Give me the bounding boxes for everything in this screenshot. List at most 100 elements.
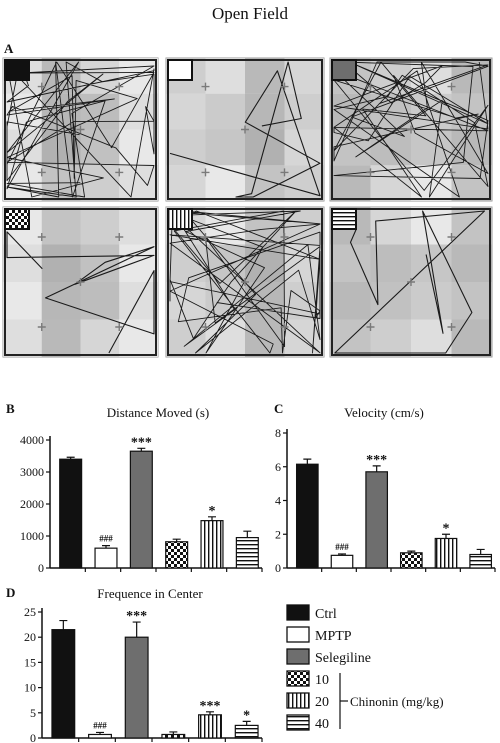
arena-2 (165, 57, 325, 202)
arena-tile (80, 93, 120, 130)
solid-black-swatch-icon (4, 59, 30, 81)
arena-tile (119, 244, 158, 282)
arena-tile (41, 244, 81, 282)
zone-marker (115, 323, 124, 331)
significance-label: ### (335, 542, 349, 552)
zone-marker (407, 125, 415, 134)
movement-track (169, 210, 321, 354)
arena-tile (330, 244, 371, 282)
zone-marker (280, 168, 289, 177)
bar-ctrl (295, 463, 319, 569)
arena-tile (411, 282, 452, 320)
arena-wall (4, 59, 157, 200)
arena-1 (2, 57, 159, 202)
error-bar (303, 458, 312, 465)
arena-tile (166, 129, 206, 166)
arena-tile (119, 129, 158, 166)
movement-track (6, 61, 155, 198)
arena-tile (205, 165, 245, 201)
vertical-stripes-swatch-icon (167, 208, 193, 230)
error-bar (172, 538, 181, 542)
zone-marker (201, 82, 210, 91)
arena-tile (451, 282, 492, 320)
arena-tile (41, 282, 81, 320)
bar-selegiline (124, 636, 149, 739)
significance-label: ### (93, 720, 107, 730)
error-bar (66, 456, 75, 460)
zone-marker (201, 168, 210, 177)
arena-tile (245, 244, 285, 282)
bar-charts: Distance Moved (s)01000200030004000###**… (20, 405, 496, 743)
movement-track (334, 210, 486, 354)
zone-marker (37, 82, 46, 91)
arena-tile (205, 244, 245, 282)
open-field-arena-grid (2, 57, 493, 358)
arena-tile (205, 58, 245, 94)
legend-item-10: 10 (286, 670, 329, 688)
arena-tile (330, 165, 371, 201)
zone-marker (407, 278, 415, 286)
arena-3 (329, 57, 493, 202)
zone-marker (37, 323, 46, 331)
arena-tile (411, 58, 452, 94)
arena-tile (451, 319, 492, 357)
arena-tile (411, 207, 452, 245)
y-tick-label: 6 (275, 460, 281, 474)
panel-label-c: C (274, 401, 283, 416)
arena-wall (331, 208, 491, 356)
horizontal-stripes-swatch-icon (331, 208, 357, 230)
zone-marker (37, 233, 46, 241)
bar-selegiline (129, 450, 153, 569)
zone-marker (447, 233, 456, 241)
zone-marker (366, 323, 375, 331)
zone-marker (366, 82, 375, 91)
arena-tile (119, 282, 158, 320)
legend-label: 10 (315, 673, 329, 688)
error-bar (132, 621, 141, 638)
significance-label: * (209, 504, 216, 519)
y-tick-label: 4 (275, 494, 281, 508)
movement-track (333, 61, 489, 198)
legend-item-mptp: MPTP (286, 626, 352, 644)
arena-tile (41, 319, 81, 357)
arena-tile (119, 165, 158, 201)
bar-40 (234, 724, 259, 739)
bar-10 (399, 552, 423, 569)
arena-wall (331, 59, 491, 200)
arena-tile (41, 93, 81, 130)
bar-selegiline (365, 471, 389, 569)
bar-20 (434, 537, 458, 569)
arena-tile (166, 93, 206, 130)
arena-tile (411, 93, 452, 130)
arena-wall (167, 59, 323, 200)
zone-marker (201, 323, 210, 331)
arena-tile (330, 282, 371, 320)
bar-ctrl (59, 458, 83, 569)
y-tick-label: 15 (24, 655, 36, 669)
significance-label: *** (131, 435, 152, 450)
zone-marker (280, 323, 289, 331)
y-tick-label: 2000 (20, 497, 44, 511)
zone-marker (115, 82, 124, 91)
y-tick-label: 25 (24, 605, 36, 619)
chart-title: Velocity (cm/s) (344, 405, 424, 420)
arena-4 (2, 206, 159, 358)
zone-marker (115, 168, 124, 177)
legend-label: Selegiline (315, 651, 371, 666)
arena-tile (41, 58, 81, 94)
legend-label: MPTP (315, 629, 352, 644)
arena-tile (245, 207, 285, 245)
arena-wall (4, 208, 157, 356)
arena-6 (329, 206, 493, 358)
y-tick-label: 3000 (20, 465, 44, 479)
error-bar (243, 530, 252, 538)
significance-label: *** (200, 699, 221, 714)
bar-10 (165, 541, 189, 569)
legend-item-20: 20 (286, 692, 329, 710)
figure-title: Open Field (212, 4, 289, 23)
zone-marker (447, 168, 456, 177)
chart-title: Distance Moved (s) (107, 405, 210, 420)
arena-tile (3, 319, 42, 357)
